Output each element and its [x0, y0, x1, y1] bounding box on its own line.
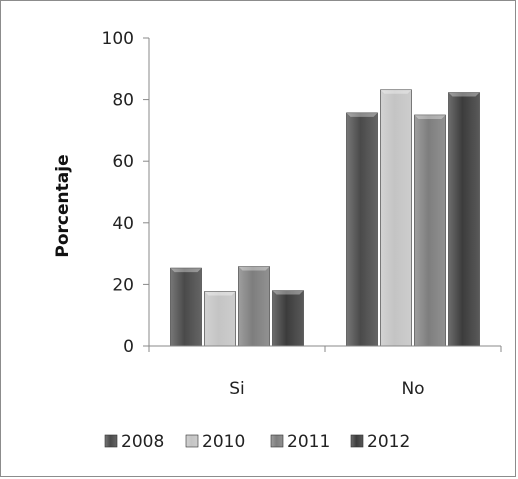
bar-no-2012 [449, 93, 480, 346]
legend-label: 2011 [287, 432, 330, 452]
bar-bevel [381, 90, 412, 94]
bar-no-2008 [347, 113, 378, 346]
bar-bevel [239, 267, 270, 271]
bar-bevel [205, 291, 236, 295]
bar-si-2011 [239, 267, 270, 346]
legend-swatch [271, 435, 283, 447]
legend-label: 2010 [202, 432, 245, 452]
legend-item-2012: 2012 [351, 432, 410, 452]
y-tick-label: 60 [112, 152, 134, 172]
legend-label: 2012 [367, 432, 410, 452]
legend-label: 2008 [121, 432, 164, 452]
bar-bevel [449, 93, 480, 97]
y-tick-label: 80 [112, 91, 134, 111]
y-tick-label: 20 [112, 275, 134, 295]
bar-si-2010 [205, 291, 236, 346]
y-tick-label: 0 [123, 337, 134, 357]
x-tick-label: No [401, 379, 424, 399]
y-tick-label: 100 [102, 29, 134, 49]
y-axis: 0 20 40 60 80 100 [102, 29, 149, 357]
legend-swatch [105, 435, 117, 447]
bar-no-2011 [415, 115, 446, 346]
bar-si-2012 [273, 291, 304, 346]
legend-swatch [186, 435, 198, 447]
bars [171, 90, 480, 346]
legend-swatch [351, 435, 363, 447]
bar-bevel [171, 268, 202, 272]
bar-bevel [415, 115, 446, 119]
legend-item-2010: 2010 [186, 432, 245, 452]
legend-item-2011: 2011 [271, 432, 330, 452]
x-tick-label: Si [229, 379, 245, 399]
legend-item-2008: 2008 [105, 432, 164, 452]
legend: 2008 2010 2011 2012 [105, 432, 410, 452]
bar-bevel [347, 113, 378, 117]
bar-si-2008 [171, 268, 202, 346]
bar-no-2010 [381, 90, 412, 346]
x-axis: Si No [149, 346, 501, 399]
y-tick-label: 40 [112, 214, 134, 234]
y-axis-title: Porcentaje [53, 154, 73, 257]
bar-bevel [273, 291, 304, 295]
